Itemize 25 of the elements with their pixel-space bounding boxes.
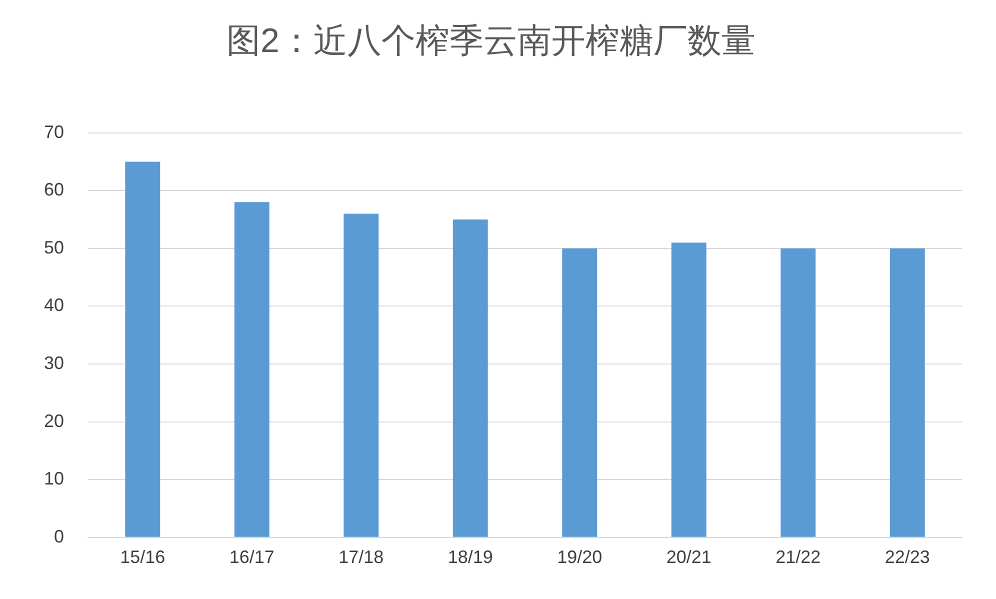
bar <box>562 248 598 537</box>
y-tick-label: 50 <box>44 237 64 258</box>
y-tick-label: 60 <box>44 180 64 200</box>
x-tick-label: 17/18 <box>338 547 384 568</box>
x-tick-label: 21/22 <box>776 547 821 568</box>
x-tick-label: 16/17 <box>229 547 274 568</box>
x-tick-label: 19/20 <box>557 547 602 568</box>
x-tick-label: 15/16 <box>120 547 166 568</box>
bar <box>671 242 706 537</box>
x-tick-label: 22/23 <box>884 547 930 568</box>
x-tick-label: 18/19 <box>448 547 493 568</box>
bar <box>234 202 270 537</box>
y-tick-label: 40 <box>44 295 64 316</box>
bar <box>125 162 160 537</box>
bar <box>344 214 379 537</box>
y-tick-label: 30 <box>44 352 64 373</box>
bar <box>452 220 488 537</box>
bar <box>780 248 816 537</box>
y-tick-label: 0 <box>54 526 64 546</box>
y-tick-label: 20 <box>44 410 64 431</box>
bar <box>890 248 925 537</box>
y-tick-label: 70 <box>44 122 64 142</box>
chart-title: 图2：近八个榨季云南开榨糖厂数量 <box>226 22 756 60</box>
y-tick-label: 10 <box>44 468 64 489</box>
x-tick-label: 20/21 <box>666 547 712 568</box>
